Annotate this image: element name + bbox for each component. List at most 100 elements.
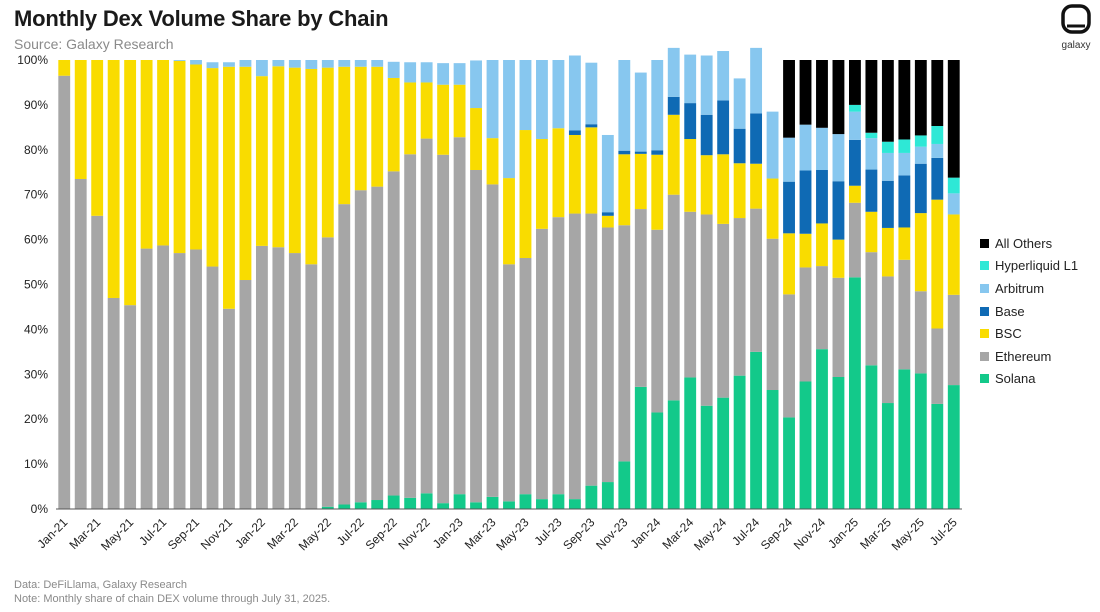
bar-segment-arbitrum [536, 60, 548, 140]
bar-segment-bsc [766, 178, 779, 239]
bar-segment-solana [371, 500, 384, 509]
bar-segment-bsc [601, 215, 614, 228]
bar-segment-ethereum [799, 267, 812, 382]
bar-segment-bsc [667, 114, 680, 195]
bar-segment-base [717, 100, 730, 155]
bar-segment-solana [568, 499, 581, 509]
bar-segment-all-others [914, 60, 927, 136]
footer-note: Note: Monthly share of chain DEX volume … [14, 593, 331, 605]
bar-segment-solana [816, 349, 828, 509]
bar-segment-base [881, 180, 894, 228]
y-tick-label: 40% [24, 322, 48, 336]
legend-label: All Others [995, 235, 1053, 251]
x-tick-label: Jan-21 [35, 515, 71, 551]
x-tick-label: Sep-24 [758, 515, 795, 552]
bar-segment-bsc [865, 211, 878, 253]
bar-segment-ethereum [832, 277, 845, 377]
bar-segment-base [816, 170, 828, 224]
y-tick-label: 0% [31, 502, 49, 516]
bar-segment-base [585, 124, 598, 128]
bar-segment-bsc [387, 77, 400, 172]
bar-segment-arbitrum [783, 137, 795, 182]
bar-segment-arbitrum [338, 60, 351, 67]
bar-segment-bsc [140, 60, 153, 249]
y-tick-label: 60% [24, 233, 48, 247]
bar-segment-solana [387, 495, 400, 509]
bar-segment-bsc [568, 134, 581, 214]
legend-swatch [980, 238, 989, 248]
bar-segment-arbitrum [420, 62, 433, 83]
bar-segment-ethereum [634, 209, 647, 387]
bar-segment-base [865, 169, 878, 212]
bar-segment-ethereum [585, 213, 598, 486]
bar-segment-bsc [321, 67, 334, 238]
bar-segment-bsc [832, 239, 845, 278]
bar-segment-arbitrum [190, 60, 202, 65]
x-tick-label: Sep-23 [560, 515, 597, 552]
bar-segment-ethereum [568, 213, 581, 500]
bar-segment-bsc [733, 163, 746, 219]
bar-segment-arbitrum [354, 60, 367, 67]
bar-segment-arbitrum [849, 111, 861, 140]
chart-title: Monthly Dex Volume Share by Chain [14, 6, 389, 31]
bar-segment-bsc [255, 76, 268, 246]
bar-segment-bsc [585, 127, 598, 214]
bar-segment-base [601, 212, 614, 216]
x-tick-label: May-21 [98, 515, 136, 553]
bar-segment-solana [486, 496, 499, 509]
bar-segment-solana [700, 405, 713, 509]
bar-segment-base [733, 128, 746, 164]
bar-segment-all-others [898, 60, 911, 140]
bar-segment-solana [799, 381, 812, 509]
bar-segment-arbitrum [816, 127, 828, 171]
bar-segment-bsc [849, 185, 861, 203]
bar-segment-ethereum [371, 186, 384, 501]
legend-item-solana: Solana [980, 368, 1078, 391]
y-tick-label: 70% [24, 188, 48, 202]
bar-segment-arbitrum [750, 47, 763, 114]
bar-segment-arbitrum [881, 152, 894, 181]
bar-segment-bsc [470, 108, 482, 170]
bar-segment-base [750, 113, 763, 164]
bar-segment-ethereum [91, 215, 104, 510]
bar-segment-bsc [536, 139, 548, 229]
bar-segment-bsc [420, 82, 433, 139]
bar-segment-ethereum [519, 258, 532, 495]
bar-segment-ethereum [58, 75, 71, 509]
galaxy-logo-icon [1061, 4, 1091, 34]
legend-swatch [980, 351, 989, 361]
bar-segment-solana [470, 502, 482, 509]
y-tick-label: 30% [24, 367, 48, 381]
footer-data-source: Data: DeFiLlama, Galaxy Research [14, 579, 188, 591]
bar-segment-all-others [881, 60, 894, 142]
logo-text: galaxy [1061, 40, 1091, 51]
bar-segment-arbitrum [321, 60, 334, 68]
bar-segment-ethereum [552, 217, 565, 495]
y-tick-label: 100% [17, 53, 48, 67]
bar-segment-bsc [931, 199, 944, 329]
x-tick-label: Mar-23 [462, 515, 499, 552]
legend-swatch [980, 283, 989, 293]
bar-segment-all-others [799, 60, 812, 125]
bar-segment-solana [453, 494, 466, 509]
bar-segment-ethereum [684, 211, 697, 378]
bar-segment-arbitrum [371, 60, 384, 67]
legend-swatch [980, 261, 989, 271]
bar-segment-bsc [881, 227, 894, 277]
bar-segment-ethereum [914, 291, 927, 374]
bar-segment-ethereum [404, 154, 417, 498]
bar-segment-all-others [783, 60, 795, 138]
bar-segment-ethereum [618, 225, 631, 462]
bar-segment-arbitrum [766, 111, 779, 179]
x-tick-label: Mar-22 [264, 515, 301, 552]
bar-segment-solana [552, 494, 565, 509]
bar-segment-solana [684, 377, 697, 509]
bar-segment-solana [321, 506, 334, 509]
bar-segment-solana [931, 403, 944, 509]
bar-segment-bsc [453, 84, 466, 138]
bar-segment-arbitrum [255, 60, 268, 77]
legend-swatch [980, 329, 989, 339]
legend-swatch [980, 306, 989, 316]
bar-segment-solana [766, 390, 779, 509]
legend-label: Hyperliquid L1 [995, 258, 1079, 274]
